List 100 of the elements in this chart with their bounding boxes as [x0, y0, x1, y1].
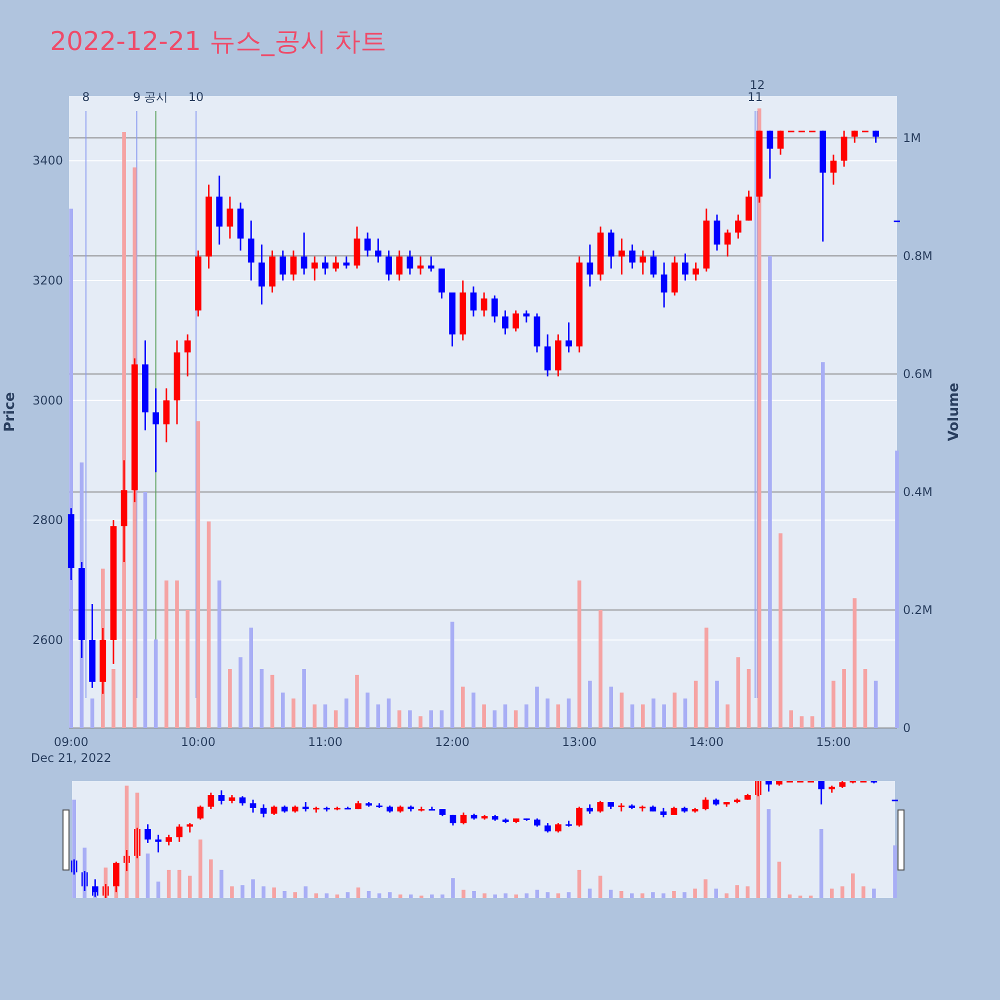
bar [893, 845, 897, 898]
bar [535, 890, 540, 898]
bar [535, 686, 539, 728]
bar [577, 870, 582, 898]
bar [293, 892, 298, 898]
bar [386, 698, 391, 728]
bar [724, 893, 729, 898]
bar [292, 698, 296, 728]
bar [852, 598, 857, 728]
bar [819, 828, 824, 898]
candlestick [375, 238, 382, 264]
bar [164, 580, 168, 728]
candlestick [544, 334, 551, 378]
bar [778, 533, 782, 728]
bar [175, 580, 179, 728]
bar [895, 450, 899, 728]
bar [651, 892, 655, 898]
bar [872, 888, 876, 898]
candlestick [280, 250, 286, 282]
bar [503, 704, 508, 728]
bar [546, 892, 550, 898]
bar [154, 639, 158, 728]
bar [588, 888, 592, 898]
bar [302, 668, 306, 728]
bar [460, 686, 465, 728]
candlestick [840, 130, 848, 168]
x-tick-label: 14:00 [689, 735, 724, 749]
candlestick [184, 334, 191, 378]
candlestick [735, 214, 742, 240]
bar [640, 704, 645, 728]
y2-tick-label: 0.2M [903, 602, 932, 617]
bar [820, 362, 825, 728]
bar [450, 622, 454, 728]
bar [228, 668, 232, 728]
bar [492, 710, 497, 728]
ref-line-label: 12 [750, 78, 765, 92]
x-tick-label: 11:00 [308, 735, 343, 749]
candlestick [660, 262, 668, 308]
x-tick-label: 15:00 [816, 735, 851, 749]
candlestick [502, 310, 508, 336]
bar [766, 809, 771, 898]
candlestick [682, 252, 688, 282]
x-tick-label: 10:00 [180, 735, 216, 749]
bar [715, 680, 719, 728]
bar [777, 862, 782, 898]
bar [482, 893, 486, 898]
bar [640, 893, 644, 898]
y-tick-label: 3000 [32, 393, 63, 408]
bar [90, 698, 94, 728]
bar [735, 885, 740, 898]
candlestick [480, 292, 488, 318]
bar [186, 610, 190, 728]
bar [344, 698, 348, 728]
ref-line-label: 공시 [144, 90, 168, 104]
bar [472, 692, 476, 728]
y2-tick-label: 0.6M [903, 366, 932, 381]
bar [196, 421, 200, 728]
candlestick [290, 250, 297, 282]
bar [304, 886, 308, 898]
x-tick-label: 12:00 [434, 735, 470, 749]
bar [398, 894, 402, 898]
bar [840, 886, 844, 898]
candlestick [650, 250, 657, 278]
candlestick [406, 250, 414, 276]
ref-line-label: 9 [132, 90, 141, 104]
bar [143, 492, 148, 728]
bar [672, 692, 677, 728]
bar [440, 710, 444, 728]
candlestick [152, 388, 159, 473]
bar [630, 893, 634, 898]
bar [418, 716, 422, 728]
bar [397, 710, 402, 728]
bar [240, 885, 244, 898]
candlestick [322, 256, 328, 276]
bar [430, 894, 434, 898]
y-tick-label: 2800 [32, 513, 63, 528]
bar [323, 704, 328, 728]
bar [451, 878, 455, 898]
bar [842, 668, 846, 728]
candlestick [608, 228, 614, 270]
bar [577, 580, 582, 728]
bar [726, 704, 730, 728]
bar [704, 628, 708, 728]
candlestick [618, 238, 625, 276]
bar [672, 890, 676, 898]
candlestick [523, 310, 530, 324]
y-tick-label: 3200 [32, 274, 63, 288]
candlestick [470, 286, 477, 318]
bar [262, 886, 266, 898]
x-tick-label: 09:00 Dec 21, 2022 [30, 735, 112, 765]
bar [440, 894, 444, 898]
bar [714, 888, 718, 898]
candlestick [851, 130, 858, 144]
candlestick [364, 232, 371, 258]
bar [198, 840, 202, 898]
candlestick [746, 190, 752, 222]
bar [209, 859, 213, 898]
bar [800, 716, 804, 728]
bar [462, 890, 466, 898]
bar [166, 870, 171, 898]
